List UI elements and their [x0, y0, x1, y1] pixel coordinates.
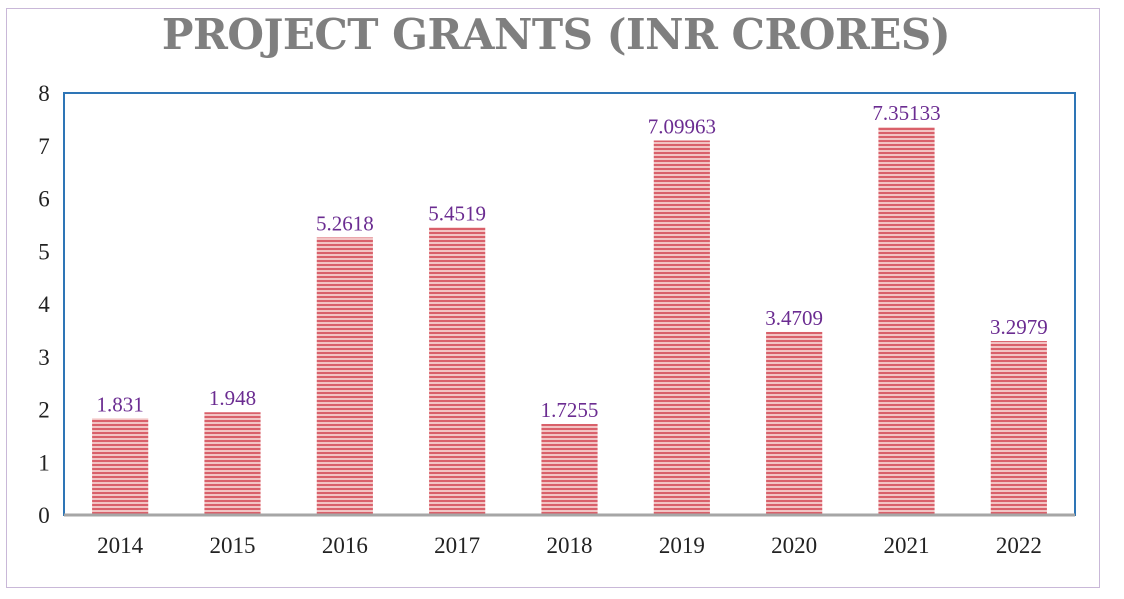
x-tick-label: 2016 [322, 533, 368, 558]
bar-2016 [316, 237, 373, 515]
y-tick-label: 1 [38, 450, 50, 475]
y-tick-label: 2 [38, 398, 50, 423]
x-tick-label: 2022 [996, 533, 1042, 558]
y-tick-label: 0 [38, 503, 50, 528]
data-label: 7.35133 [872, 101, 940, 125]
y-tick-label: 6 [38, 187, 50, 212]
bar-2015 [204, 412, 261, 515]
bar-2018 [541, 423, 598, 515]
bar-2017 [429, 227, 486, 515]
y-tick-label: 4 [38, 292, 50, 317]
data-label: 5.4519 [428, 201, 486, 225]
bars [92, 127, 1047, 516]
data-label: 7.09963 [648, 114, 716, 138]
y-tick-label: 3 [38, 345, 50, 370]
x-tick-label: 2020 [771, 533, 817, 558]
bar-2020 [766, 331, 823, 515]
bar-2021 [878, 127, 935, 515]
data-labels: 1.831 1.948 5.2618 5.4519 1.7255 7.09963 3.470… [97, 101, 1048, 422]
x-tick-label: 2021 [884, 533, 930, 558]
data-label: 3.2979 [990, 315, 1048, 339]
y-tick-label: 7 [38, 134, 50, 159]
x-tick-label: 2015 [210, 533, 256, 558]
data-label: 5.2618 [316, 211, 374, 235]
y-tick-label: 5 [38, 239, 50, 264]
y-axis-ticks: 0 1 2 3 4 5 6 7 8 [38, 81, 50, 528]
x-axis-categories: 2014 2015 2016 2017 2018 2019 2020 2021 2022 [97, 533, 1042, 558]
data-label: 3.4709 [765, 306, 823, 330]
x-tick-label: 2018 [547, 533, 593, 558]
x-tick-label: 2014 [97, 533, 144, 558]
data-label: 1.948 [209, 386, 256, 410]
bar-2022 [990, 341, 1047, 515]
bar-2019 [653, 140, 710, 516]
x-tick-label: 2019 [659, 533, 705, 558]
x-tick-label: 2017 [434, 533, 480, 558]
data-label: 1.7255 [541, 398, 599, 422]
data-label: 1.831 [97, 392, 144, 416]
bar-2014 [92, 418, 149, 515]
y-tick-label: 8 [38, 81, 50, 106]
chart-title: PROJECT GRANTS (INR CRORES) [161, 10, 951, 59]
